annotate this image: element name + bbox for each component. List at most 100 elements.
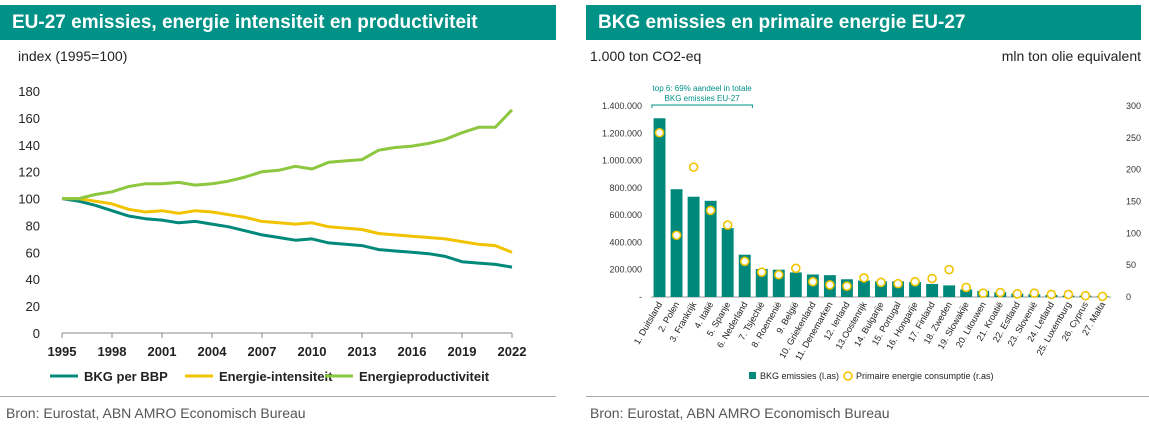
energy-point	[1080, 290, 1091, 301]
energy-point	[808, 276, 818, 287]
left-panel: EU-27 emissies, energie intensiteit en p…	[0, 0, 556, 425]
energy-point	[739, 256, 750, 267]
emission-bar	[960, 289, 973, 297]
x-tick-label: 2019	[448, 344, 477, 359]
emission-bar	[926, 284, 939, 297]
energy-point	[688, 162, 699, 172]
y-left-tick-label: 400.000	[609, 237, 642, 247]
y-right-tick-label: 50	[1126, 260, 1136, 270]
emission-bar	[738, 254, 751, 297]
y-tick-label: 60	[26, 245, 40, 260]
emission-bar	[858, 280, 870, 297]
legend-label: Energie-intensiteit	[219, 369, 333, 384]
energy-point	[961, 282, 971, 293]
legend-swatch-point	[843, 371, 853, 381]
emission-bar	[892, 281, 904, 297]
y-tick-label: 100	[18, 192, 40, 207]
emission-bar	[670, 189, 683, 297]
energy-point	[671, 230, 682, 241]
energy-point	[876, 277, 886, 288]
y-right-tick-label: 150	[1126, 197, 1141, 207]
left-chart-title: EU-27 emissies, energie intensiteit en p…	[0, 5, 556, 40]
emission-bar	[909, 281, 922, 297]
x-tick-label: 2022	[498, 344, 527, 359]
bar-chart: - 200.000 400.000 600.000 800.000 1.000.000 1.…	[602, 84, 1141, 381]
energy-point	[910, 276, 920, 287]
right-unit-label-right: mln ton olie equivalent	[1001, 48, 1141, 64]
y-tick-label: 40	[26, 272, 40, 287]
x-tick-label: 1995	[48, 344, 77, 359]
right-panel: BKG emissies en primaire energie EU-27 1…	[586, 0, 1149, 425]
energy-point	[859, 273, 869, 283]
energy-point	[654, 127, 665, 138]
right-source: Bron: Eurostat, ABN AMRO Economisch Bure…	[590, 405, 890, 421]
y-right-tick-label: 200	[1126, 165, 1141, 175]
emission-bar	[875, 281, 887, 297]
x-tick-label: 2004	[198, 344, 228, 359]
y-left-tick-label: -	[639, 292, 642, 302]
x-tick-label: 1998	[98, 344, 127, 359]
y-left-tick-label: 1.000.000	[602, 156, 642, 166]
y-right-tick-label: 300	[1126, 101, 1141, 111]
y-left-tick-label: 1.200.000	[602, 128, 642, 138]
right-chart-title: BKG emissies en primaire energie EU-27	[586, 5, 1141, 40]
y-left-tick-label: 800.000	[609, 183, 642, 193]
series-line-2	[62, 197, 513, 254]
y-tick-label: 120	[18, 165, 40, 180]
line-chart: 0 20 40 60 80 100 120 140 160 180 1995 1998 2001 2004…	[18, 84, 527, 384]
y-tick-label: 80	[26, 218, 40, 233]
legend-label: BKG per BBP	[84, 369, 168, 384]
annotation-line-2: BKG emissies EU-27	[665, 94, 741, 103]
left-unit-label: index (1995=100)	[18, 48, 128, 64]
legend-label-bar: BKG emissies (l.as)	[760, 371, 839, 381]
energy-point	[722, 220, 733, 230]
energy-point	[893, 278, 903, 289]
annotation-line-1: top 6: 69% aandeel in totale	[653, 84, 753, 93]
y-tick-label: 20	[26, 299, 40, 314]
legend-label-point: Primaire energie consumptie (r.as)	[856, 371, 994, 381]
y-right-tick-label: 100	[1126, 228, 1141, 238]
y-left-tick-label: 200.000	[609, 265, 642, 275]
left-divider	[0, 396, 556, 397]
emission-bar	[789, 272, 802, 297]
emission-bar	[653, 118, 666, 298]
y-tick-label: 180	[18, 84, 40, 99]
x-tick-label: 2001	[148, 344, 177, 359]
x-tick-label: 2007	[248, 344, 277, 359]
energy-point	[927, 273, 937, 284]
energy-point	[825, 280, 835, 290]
right-divider	[586, 396, 1149, 397]
x-tick-label: 2013	[348, 344, 377, 359]
energy-point	[1012, 289, 1023, 299]
energy-point	[995, 287, 1006, 298]
y-tick-label: 160	[18, 111, 40, 126]
energy-point	[705, 205, 716, 216]
energy-point	[1097, 291, 1108, 302]
right-unit-label-left: 1.000 ton CO2-eq	[590, 48, 702, 64]
energy-point	[1029, 288, 1040, 298]
emission-bar	[755, 269, 768, 297]
energy-point	[1046, 289, 1057, 300]
energy-point	[773, 269, 784, 280]
left-source: Bron: Eurostat, ABN AMRO Economisch Bure…	[6, 405, 306, 421]
x-tick-label: 2010	[298, 344, 327, 359]
legend-label: Energieproductiviteit	[359, 369, 490, 384]
y-right-tick-label: 250	[1126, 133, 1141, 143]
x-tick-label: 2016	[398, 344, 427, 359]
y-tick-label: 140	[18, 138, 40, 153]
energy-point	[842, 281, 852, 291]
y-left-tick-label: 600.000	[609, 210, 642, 220]
energy-point	[978, 288, 989, 298]
emission-bar	[943, 285, 956, 297]
emission-bar	[687, 196, 700, 297]
series-line-1	[61, 197, 513, 269]
emission-bar	[704, 200, 717, 297]
y-left-tick-label: 1.400.000	[602, 101, 642, 111]
y-tick-label: 0	[33, 326, 40, 341]
annotation-bracket	[651, 104, 753, 108]
series-line-3	[62, 108, 514, 201]
energy-point	[944, 264, 954, 275]
emission-bar	[721, 228, 734, 297]
emission-bar	[772, 269, 785, 297]
energy-point	[1063, 289, 1074, 300]
